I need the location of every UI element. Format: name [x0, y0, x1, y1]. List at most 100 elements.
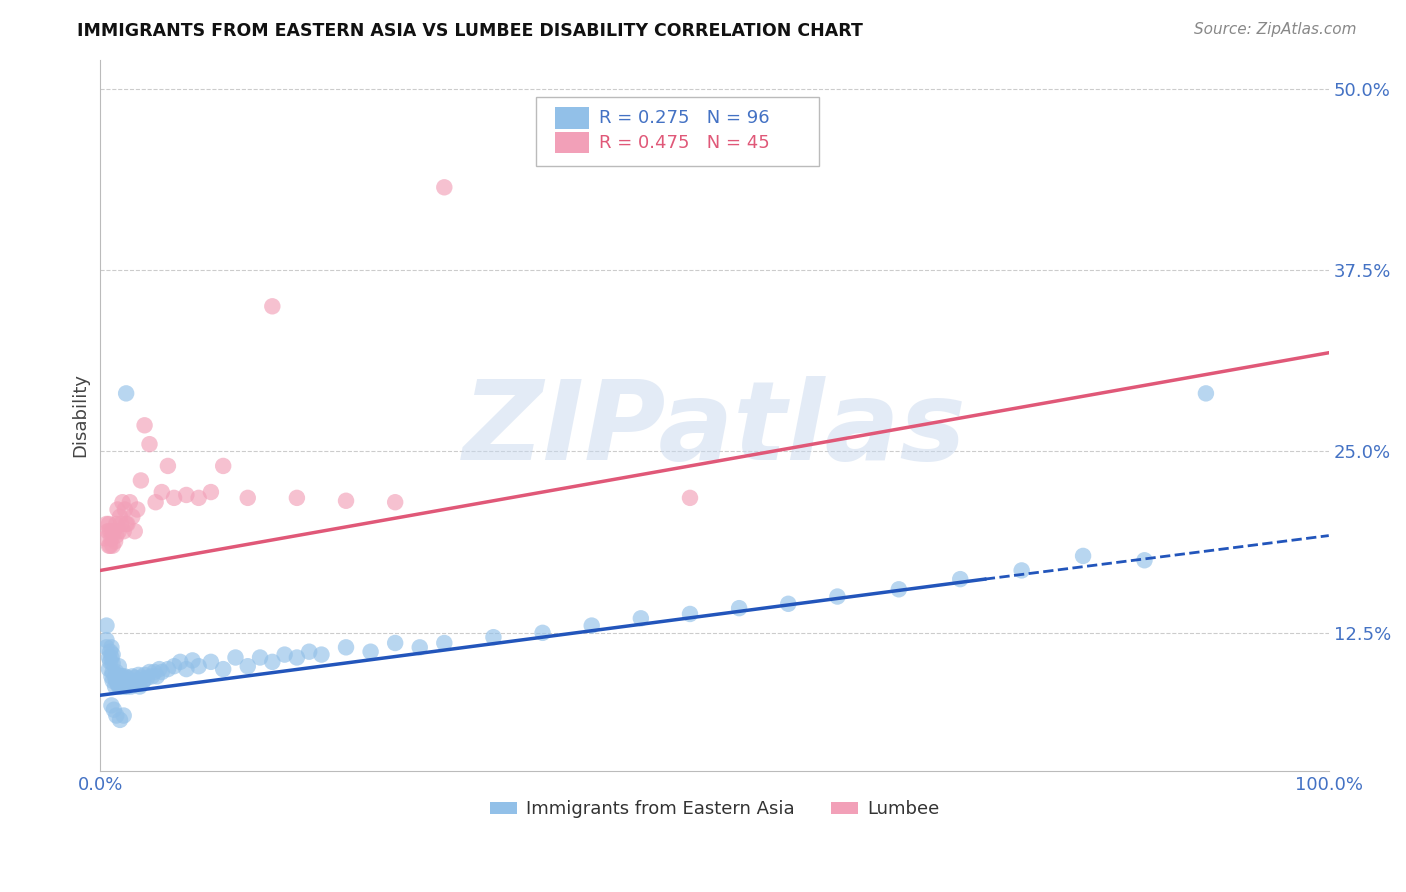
Point	[98, 645, 121, 659]
Point	[187, 491, 209, 505]
Point	[104, 671, 127, 685]
Point	[108, 713, 131, 727]
Point	[409, 640, 432, 655]
Point	[141, 669, 163, 683]
Point	[212, 458, 235, 473]
Point	[285, 491, 308, 505]
Point	[101, 657, 124, 671]
Point	[630, 611, 652, 625]
Point	[112, 524, 135, 539]
Y-axis label: Disability: Disability	[72, 373, 89, 457]
Point	[146, 669, 169, 683]
Point	[100, 532, 122, 546]
Point	[105, 665, 128, 679]
Point	[150, 485, 173, 500]
Point	[127, 502, 149, 516]
Point	[360, 645, 382, 659]
Point	[200, 485, 222, 500]
Point	[111, 680, 134, 694]
Point	[827, 590, 849, 604]
Point	[212, 662, 235, 676]
Point	[100, 650, 122, 665]
Point	[101, 539, 124, 553]
FancyBboxPatch shape	[537, 96, 818, 166]
Text: Source: ZipAtlas.com: Source: ZipAtlas.com	[1194, 22, 1357, 37]
Point	[145, 495, 167, 509]
Point	[134, 418, 156, 433]
Point	[778, 597, 800, 611]
Point	[728, 601, 751, 615]
Point	[335, 640, 357, 655]
Point	[103, 524, 125, 539]
Point	[98, 524, 121, 539]
Point	[115, 516, 138, 531]
Point	[103, 703, 125, 717]
Point	[104, 680, 127, 694]
Point	[384, 636, 406, 650]
Point	[118, 673, 141, 688]
Point	[100, 698, 122, 713]
Point	[115, 676, 138, 690]
Point	[115, 386, 138, 401]
Text: IMMIGRANTS FROM EASTERN ASIA VS LUMBEE DISABILITY CORRELATION CHART: IMMIGRANTS FROM EASTERN ASIA VS LUMBEE D…	[77, 22, 863, 40]
Point	[433, 636, 456, 650]
Point	[335, 493, 357, 508]
Text: ZIPatlas: ZIPatlas	[463, 376, 966, 483]
Point	[127, 668, 149, 682]
Point	[134, 668, 156, 682]
Point	[1011, 563, 1033, 577]
Point	[107, 502, 129, 516]
Point	[384, 495, 406, 509]
Point	[108, 509, 131, 524]
Point	[482, 630, 505, 644]
Text: R = 0.275   N = 96: R = 0.275 N = 96	[599, 109, 769, 127]
Point	[97, 524, 120, 539]
Point	[104, 534, 127, 549]
Point	[114, 502, 136, 516]
Bar	[555, 107, 589, 128]
Point	[105, 516, 128, 531]
Point	[169, 655, 191, 669]
Point	[249, 650, 271, 665]
Point	[128, 680, 150, 694]
Point	[143, 665, 166, 679]
Point	[101, 665, 124, 679]
Point	[107, 524, 129, 539]
Point	[150, 665, 173, 679]
Bar	[555, 132, 589, 153]
Point	[181, 653, 204, 667]
Point	[236, 491, 259, 505]
Point	[679, 607, 702, 621]
Point	[129, 671, 152, 685]
Point	[114, 680, 136, 694]
Point	[148, 662, 170, 676]
Point	[97, 516, 120, 531]
Text: R = 0.475   N = 45: R = 0.475 N = 45	[599, 134, 770, 152]
Point	[156, 662, 179, 676]
Point	[236, 659, 259, 673]
Point	[224, 650, 246, 665]
Point	[101, 648, 124, 662]
Point	[1195, 386, 1218, 401]
Point	[121, 509, 143, 524]
Point	[107, 668, 129, 682]
Point	[200, 655, 222, 669]
Point	[111, 669, 134, 683]
Point	[101, 524, 124, 539]
Point	[136, 671, 159, 685]
Point	[176, 662, 198, 676]
Point	[108, 680, 131, 694]
Point	[96, 618, 118, 632]
Point	[1071, 549, 1094, 563]
Point	[887, 582, 910, 597]
Point	[285, 650, 308, 665]
Point	[122, 676, 145, 690]
Point	[156, 458, 179, 473]
Point	[138, 437, 160, 451]
Point	[96, 640, 118, 655]
Point	[100, 640, 122, 655]
Point	[98, 539, 121, 553]
Point	[114, 669, 136, 683]
Point	[107, 659, 129, 673]
Point	[124, 524, 146, 539]
